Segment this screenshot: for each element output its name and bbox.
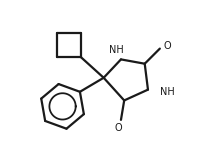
Text: NH: NH xyxy=(109,45,124,55)
Text: O: O xyxy=(163,41,171,52)
Text: NH: NH xyxy=(160,87,175,97)
Text: O: O xyxy=(115,123,123,133)
